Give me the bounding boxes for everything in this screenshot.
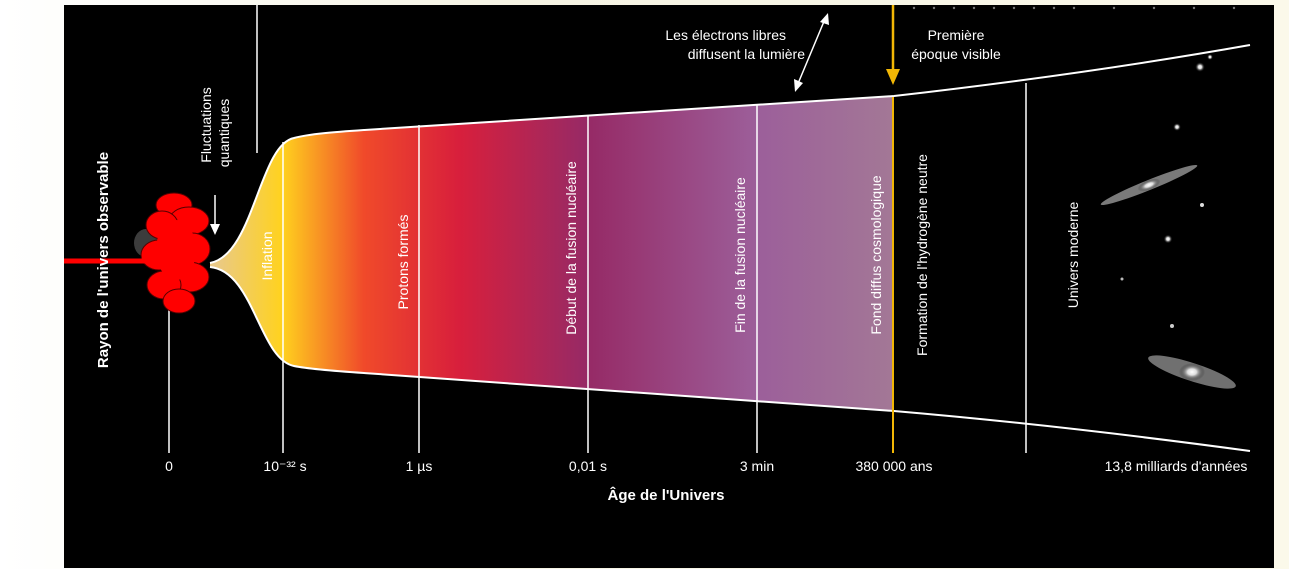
tick-3min: 3 min [740, 458, 774, 474]
phase-neutral-hydrogen: Formation de l'hydrogène neutre [914, 154, 930, 356]
phase-fusion-end: Fin de la fusion nucléaire [732, 177, 748, 333]
tick-0: 0 [165, 458, 173, 474]
phase-protons: Protons formés [395, 215, 411, 310]
phase-fusion-start: Début de la fusion nucléaire [563, 161, 579, 335]
big-bang-cloud [134, 192, 211, 314]
tick-13-8-billion: 13,8 milliards d'années [1105, 458, 1248, 474]
tick-1us: 1 µs [406, 458, 433, 474]
phase-inflation: Inflation [259, 231, 275, 280]
lower-boundary [209, 266, 1251, 452]
radius-arrow [64, 258, 194, 264]
x-axis-label: Âge de l'Univers [608, 486, 725, 504]
free-electrons-arrow [794, 13, 829, 92]
tick-380000-ans: 380 000 ans [855, 458, 932, 474]
fluctuation-pointer-head [210, 224, 220, 235]
phase-cmb: Fond diffus cosmologique [868, 175, 884, 334]
expansion-tube [210, 96, 894, 411]
timeline-svg: 0 10⁻³² s 1 µs 0,01 s 3 min 380 000 ans … [64, 5, 1251, 504]
free-electrons-label-line1: Les électrons libres [665, 27, 786, 43]
tick-1e-32s: 10⁻³² s [263, 458, 306, 474]
fluctuations-label-line1: Fluctuations [198, 87, 214, 162]
upper-boundary [209, 44, 1251, 264]
free-electrons-label-line2: diffusent la lumière [688, 46, 805, 62]
galaxies [1100, 54, 1236, 389]
first-visible-label-line1: Première [928, 27, 985, 43]
distant-haze [912, 6, 1236, 10]
first-visible-arrow [886, 5, 900, 85]
fluctuations-label-line2: quantiques [216, 99, 232, 168]
tick-0-01s: 0,01 s [569, 458, 607, 474]
phase-modern: Univers moderne [1065, 201, 1081, 308]
universe-timeline-diagram: 0 10⁻³² s 1 µs 0,01 s 3 min 380 000 ans … [64, 5, 1274, 568]
y-axis-label: Rayon de l'univers observable [95, 152, 112, 368]
first-visible-label-line2: époque visible [911, 46, 1001, 62]
